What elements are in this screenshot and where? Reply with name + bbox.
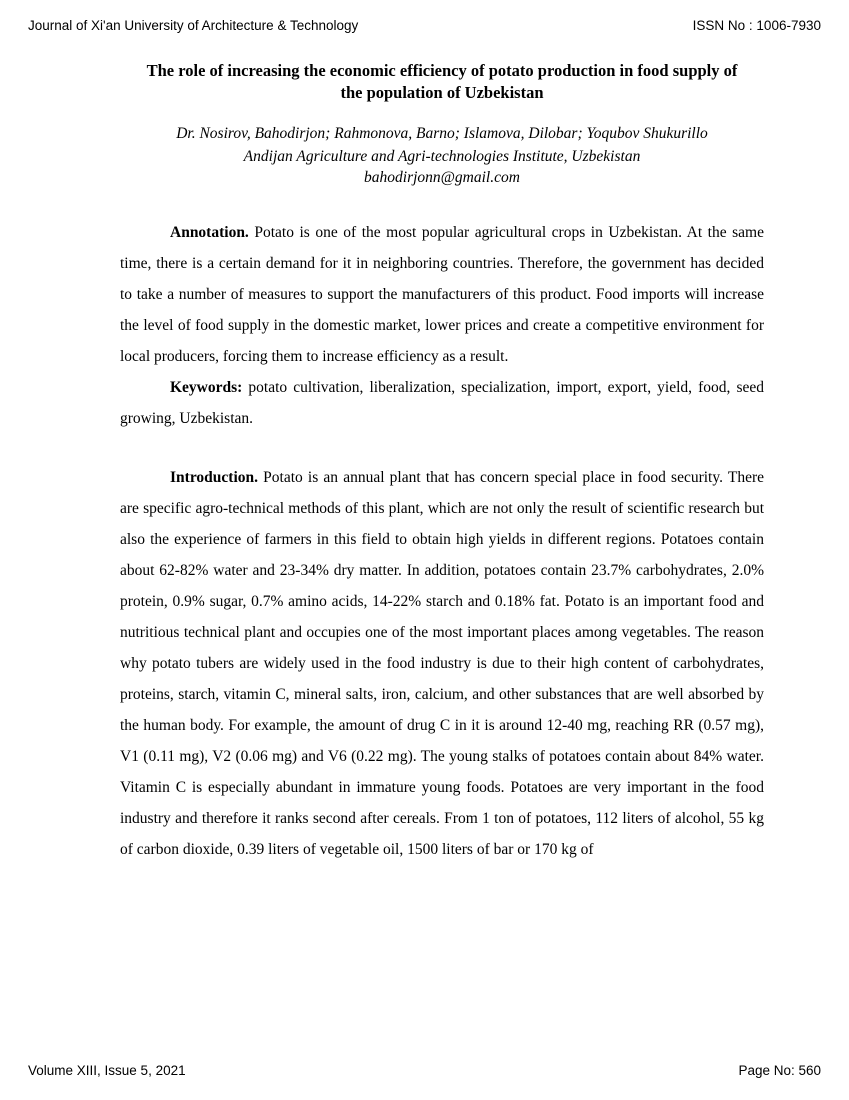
volume-info: Volume XIII, Issue 5, 2021 bbox=[28, 1063, 186, 1078]
annotation-paragraph: Annotation. Potato is one of the most po… bbox=[120, 217, 764, 372]
introduction-paragraph: Introduction. Potato is an annual plant … bbox=[120, 462, 764, 865]
annotation-heading: Annotation. bbox=[170, 224, 249, 241]
page-header: Journal of Xi'an University of Architect… bbox=[28, 18, 821, 33]
issn-number: ISSN No : 1006-7930 bbox=[693, 18, 821, 33]
page-number: Page No: 560 bbox=[738, 1063, 821, 1078]
article-email: bahodirjonn@gmail.com bbox=[120, 168, 764, 189]
annotation-text: Potato is one of the most popular agricu… bbox=[120, 224, 764, 365]
article-authors: Dr. Nosirov, Bahodirjon; Rahmonova, Barn… bbox=[120, 124, 764, 145]
introduction-text: Potato is an annual plant that has conce… bbox=[120, 469, 764, 858]
page-content: The role of increasing the economic effi… bbox=[120, 60, 764, 865]
journal-name: Journal of Xi'an University of Architect… bbox=[28, 18, 358, 33]
article-affiliation: Andijan Agriculture and Agri-technologie… bbox=[120, 147, 764, 168]
introduction-heading: Introduction. bbox=[170, 469, 258, 486]
keywords-heading: Keywords: bbox=[170, 379, 242, 396]
article-title: The role of increasing the economic effi… bbox=[120, 60, 764, 105]
page-footer: Volume XIII, Issue 5, 2021 Page No: 560 bbox=[28, 1063, 821, 1078]
keywords-paragraph: Keywords: potato cultivation, liberaliza… bbox=[120, 372, 764, 434]
